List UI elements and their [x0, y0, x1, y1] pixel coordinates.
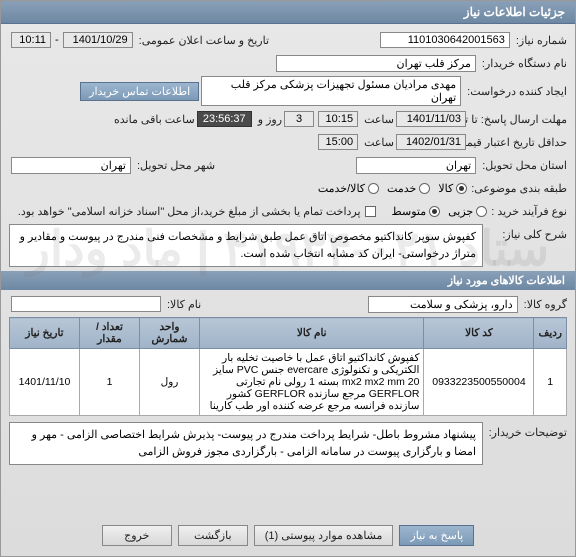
deadline-label: مهلت ارسال پاسخ: تا تاریخ: — [472, 113, 567, 126]
province-value: تهران — [356, 157, 476, 174]
cell-name: کفپوش کانداکتیو اتاق عمل با خاصیت تخلیه … — [200, 349, 424, 416]
buyer-notes-label: توضیحات خریدار: — [487, 422, 567, 439]
radio-small-label: جزیی — [448, 205, 473, 218]
city-value: تهران — [11, 157, 131, 174]
respond-button[interactable]: پاسخ به نیاز — [399, 525, 474, 546]
radio-service-label: خدمت — [387, 182, 416, 195]
remain-suffix: ساعت باقی مانده — [114, 113, 195, 126]
category-label: طبقه بندی موضوعی: — [471, 182, 567, 195]
need-number-label: شماره نياز: — [516, 34, 567, 47]
radio-goods[interactable]: کالا — [438, 182, 467, 195]
general-desc-label: شرح کلی نیاز: — [487, 224, 567, 241]
validity-time: 15:00 — [318, 134, 358, 150]
rooz-label: روز و — [258, 113, 282, 126]
remain-days: 3 — [284, 111, 314, 127]
radio-small[interactable]: جزیی — [448, 205, 487, 218]
col-idx: ردیف — [534, 318, 567, 349]
col-date: تاریخ نیاز — [10, 318, 80, 349]
goods-table: ردیف کد کالا نام کالا واحد شمارش تعداد /… — [9, 317, 567, 416]
exit-button[interactable]: خروج — [102, 525, 172, 546]
requester-value: مهدی مرادیان مسئول تجهیزات پزشکی مرکز قل… — [201, 76, 461, 106]
radio-service[interactable]: خدمت — [387, 182, 430, 195]
process-label: نوع فرآیند خرید : — [491, 205, 567, 218]
remain-time: 23:56:37 — [197, 111, 252, 127]
radio-both-label: کالا/خدمت — [318, 182, 365, 195]
treasury-checkbox[interactable] — [365, 206, 376, 217]
cell-code: 0933223500550004 — [424, 349, 534, 416]
cell-date: 1401/11/10 — [10, 349, 80, 416]
buyer-org-value: مرکز قلب تهران — [276, 55, 476, 72]
need-number-value: 1101030642001563 — [380, 32, 510, 48]
saat-label-2: ساعت — [364, 136, 394, 149]
col-code: کد کالا — [424, 318, 534, 349]
validity-label: حداقل تاریخ اعتبار قیمت تا تاریخ: — [472, 136, 567, 149]
table-row[interactable]: 1 0933223500550004 کفپوش کانداکتیو اتاق … — [10, 349, 567, 416]
section-goods-title: اطلاعات کالاهای مورد نیاز — [1, 271, 575, 290]
name-label: نام کالا: — [167, 298, 201, 311]
announce-date: 1401/10/29 — [63, 32, 133, 48]
deadline-time: 10:15 — [318, 111, 358, 127]
cell-idx: 1 — [534, 349, 567, 416]
announce-time: 10:11 — [11, 32, 51, 48]
cell-unit: رول — [140, 349, 200, 416]
requester-label: ایجاد کننده درخواست: — [467, 85, 567, 98]
radio-medium-label: متوسط — [392, 205, 427, 218]
attachments-button[interactable]: مشاهده موارد پیوستی (1) — [254, 525, 394, 546]
province-label: استان محل تحویل: — [482, 159, 567, 172]
col-qty: تعداد / مقدار — [80, 318, 140, 349]
group-label: گروه کالا: — [524, 298, 567, 311]
name-value — [11, 296, 161, 312]
validity-date: 1402/01/31 — [396, 134, 466, 150]
saat-label-1: ساعت — [364, 113, 394, 126]
buyer-notes-value: پیشنهاد مشروط باطل- شرایط پرداخت مندرج د… — [9, 422, 483, 465]
col-name: نام کالا — [200, 318, 424, 349]
general-desc-value: کفپوش سوپر کانداکتیو مخصوص اتاق عمل طبق … — [9, 224, 483, 267]
announce-label: تاریخ و ساعت اعلان عمومی: — [139, 34, 269, 47]
contact-info-button[interactable]: اطلاعات تماس خریدار — [80, 82, 199, 101]
radio-both[interactable]: کالا/خدمت — [318, 182, 379, 195]
cell-qty: 1 — [80, 349, 140, 416]
group-value: دارو، پزشکی و سلامت — [368, 296, 518, 313]
col-unit: واحد شمارش — [140, 318, 200, 349]
back-button[interactable]: بازگشت — [178, 525, 248, 546]
payment-note: پرداخت تمام یا بخشی از مبلغ خرید،از محل … — [18, 205, 361, 218]
panel-title: جزئیات اطلاعات نیاز — [1, 1, 575, 24]
city-label: شهر محل تحویل: — [137, 159, 215, 172]
deadline-date: 1401/11/03 — [396, 111, 466, 127]
radio-goods-label: کالا — [438, 182, 453, 195]
radio-medium[interactable]: متوسط — [392, 205, 441, 218]
buyer-org-label: نام دستگاه خریدار: — [482, 57, 567, 70]
